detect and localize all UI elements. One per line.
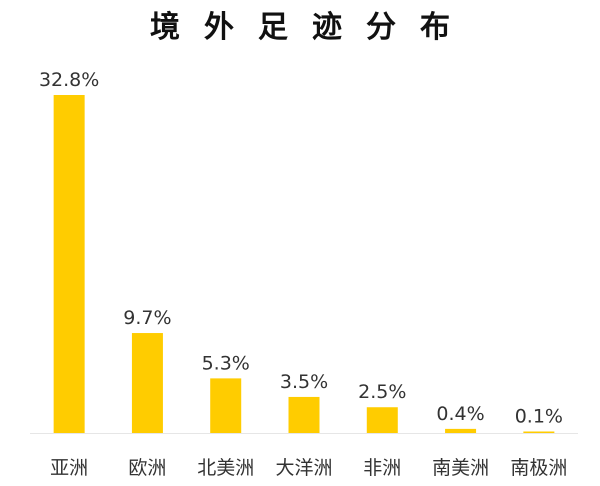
bar-7 <box>523 431 555 433</box>
value-label-3: 5.3% <box>202 352 250 374</box>
value-label-2: 9.7% <box>123 307 171 329</box>
category-label-1: 亚洲 <box>50 457 88 479</box>
bar-5 <box>366 407 398 433</box>
category-label-3: 北美洲 <box>197 457 254 479</box>
value-label-1: 32.8% <box>39 69 99 91</box>
value-labels-group: 32.8% 9.7% 5.3% 3.5% 2.5% 0.4% 0.1% <box>39 69 563 428</box>
bars-group <box>53 95 555 433</box>
value-label-5: 2.5% <box>358 381 406 403</box>
value-label-4: 3.5% <box>280 371 328 393</box>
value-label-6: 0.4% <box>436 403 484 425</box>
category-label-7: 南极洲 <box>510 457 567 479</box>
bar-6 <box>445 428 477 433</box>
category-label-2: 欧洲 <box>128 457 166 479</box>
category-label-6: 南美洲 <box>432 457 489 479</box>
bar-2 <box>131 333 163 433</box>
value-label-7: 0.1% <box>515 406 563 428</box>
category-label-5: 非洲 <box>363 457 401 479</box>
category-labels-group: 亚洲 欧洲 北美洲 大洋洲 非洲 南美洲 南极洲 <box>50 457 567 479</box>
category-label-4: 大洋洲 <box>275 457 332 479</box>
bar-4 <box>288 396 320 433</box>
bar-1 <box>53 95 85 433</box>
chart-title: 境外足迹分布 <box>150 10 474 45</box>
bar-3 <box>210 378 242 433</box>
